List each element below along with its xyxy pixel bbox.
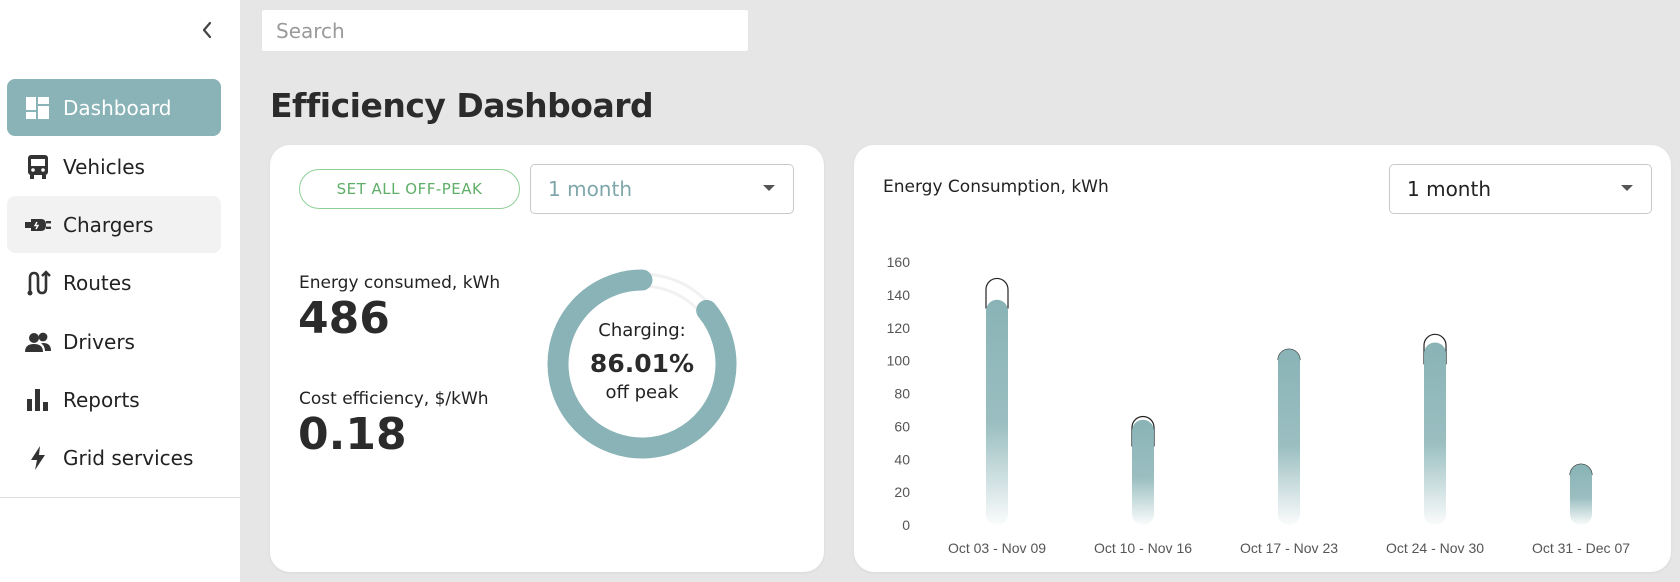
period-select-value: 1 month [548,177,632,201]
bar-outline [1423,333,1447,365]
y-tick-label: 20 [894,484,910,500]
chart-period-select-value: 1 month [1407,177,1491,201]
caret-down-icon [1621,185,1633,191]
bar[interactable] [1424,342,1446,525]
sidebar-item-reports[interactable]: Reports [7,371,221,428]
charger-plug-icon [23,210,53,240]
sidebar-item-label: Dashboard [63,95,172,120]
chevron-left-icon [202,21,212,39]
sidebar-item-grid-services[interactable]: Grid services [7,429,221,486]
lightning-icon [23,443,53,473]
sidebar-item-vehicles[interactable]: Vehicles [7,138,221,195]
donut-percent: 86.01% [589,348,695,378]
sidebar-item-drivers[interactable]: Drivers [7,313,221,370]
sidebar-divider [0,497,240,498]
y-tick-label: 80 [894,386,910,402]
sidebar-item-label: Drivers [63,329,135,354]
bar-chart-icon [23,385,53,415]
y-tick-label: 0 [902,517,910,533]
x-tick-label: Oct 17 - Nov 23 [1240,540,1338,556]
search-input[interactable] [261,9,749,52]
x-tick-label: Oct 03 - Nov 09 [948,540,1046,556]
bar-outline [1131,415,1155,447]
people-icon [23,327,53,357]
bar[interactable] [1278,349,1300,525]
sidebar-item-label: Vehicles [63,154,145,179]
energy-consumed-label: Energy consumed, kWh [299,273,501,293]
sidebar-item-label: Grid services [63,445,194,470]
dashboard-icon [23,93,53,123]
cost-efficiency-value: 0.18 [298,409,407,460]
energy-consumption-card: Energy Consumption, kWh 1 month 0 20 40 60 8… [854,145,1671,572]
route-icon [23,268,53,298]
x-tick-label: Oct 31 - Dec 07 [1532,540,1630,556]
cost-efficiency-label: Cost efficiency, $/kWh [299,389,489,409]
bar[interactable] [1570,464,1592,525]
donut-off-peak-arc [547,269,737,459]
bar[interactable] [1132,419,1154,525]
chart-period-select[interactable]: 1 month [1389,164,1652,214]
y-tick-label: 160 [887,254,911,270]
period-select[interactable]: 1 month [530,164,794,214]
bus-icon [23,152,53,182]
y-tick-label: 100 [887,353,911,369]
bar[interactable] [986,299,1008,525]
efficiency-card: SET ALL OFF-PEAK 1 month Energy consumed… [270,145,824,572]
sidebar-item-dashboard[interactable]: Dashboard [7,79,221,136]
energy-bar-chart: 0 20 40 60 80 100 120 140 160 Oct 03 - Nov 09 Oct … [887,254,1631,556]
donut-label: Charging: [598,319,686,341]
collapse-sidebar-button[interactable] [196,18,218,42]
bar-outline [985,277,1009,309]
y-tick-label: 60 [894,418,910,434]
sidebar-item-routes[interactable]: Routes [7,254,221,311]
y-tick-label: 40 [894,451,910,467]
sidebar-item-label: Reports [63,387,140,412]
x-tick-label: Oct 24 - Nov 30 [1386,540,1484,556]
sidebar-item-label: Routes [63,270,132,295]
donut-center: Charging: 86.01% off peak [540,262,744,466]
y-tick-label: 120 [887,320,911,336]
caret-down-icon [763,185,775,191]
x-tick-label: Oct 10 - Nov 16 [1094,540,1192,556]
chart-title: Energy Consumption, kWh [883,177,1109,197]
set-all-off-peak-button[interactable]: SET ALL OFF-PEAK [299,169,520,209]
sidebar-item-label: Chargers [63,212,154,237]
y-tick-label: 140 [887,287,911,303]
sidebar-item-chargers[interactable]: Chargers [7,196,221,253]
energy-consumed-value: 486 [298,293,390,344]
donut-sublabel: off peak [605,381,679,403]
charging-donut-chart [547,269,737,459]
page-title: Efficiency Dashboard [270,86,654,125]
sidebar: Dashboard Vehicles Chargers Routes Drive… [0,0,240,582]
